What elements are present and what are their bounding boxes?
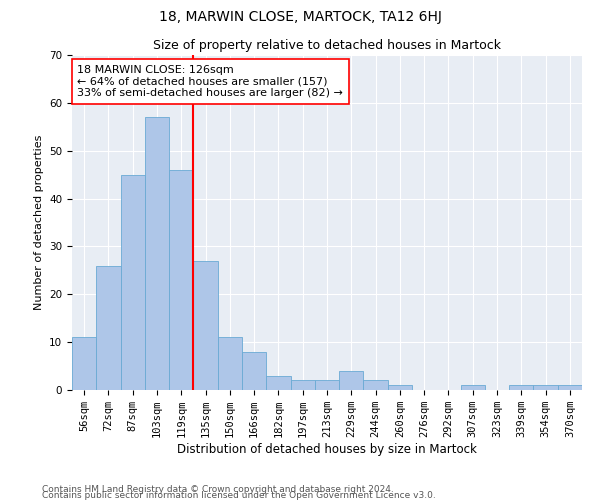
Bar bbox=[533, 385, 558, 390]
X-axis label: Distribution of detached houses by size in Martock: Distribution of detached houses by size … bbox=[177, 443, 477, 456]
Title: Size of property relative to detached houses in Martock: Size of property relative to detached ho… bbox=[153, 40, 501, 52]
Text: 18 MARWIN CLOSE: 126sqm
← 64% of detached houses are smaller (157)
33% of semi-d: 18 MARWIN CLOSE: 126sqm ← 64% of detache… bbox=[77, 65, 343, 98]
Bar bbox=[266, 376, 290, 390]
Bar bbox=[388, 385, 412, 390]
Bar bbox=[242, 352, 266, 390]
Bar bbox=[169, 170, 193, 390]
Text: Contains HM Land Registry data © Crown copyright and database right 2024.: Contains HM Land Registry data © Crown c… bbox=[42, 484, 394, 494]
Bar bbox=[145, 117, 169, 390]
Bar bbox=[96, 266, 121, 390]
Bar bbox=[509, 385, 533, 390]
Text: 18, MARWIN CLOSE, MARTOCK, TA12 6HJ: 18, MARWIN CLOSE, MARTOCK, TA12 6HJ bbox=[158, 10, 442, 24]
Bar bbox=[193, 261, 218, 390]
Bar bbox=[315, 380, 339, 390]
Bar bbox=[364, 380, 388, 390]
Bar bbox=[218, 338, 242, 390]
Bar bbox=[339, 371, 364, 390]
Bar bbox=[121, 174, 145, 390]
Bar bbox=[290, 380, 315, 390]
Text: Contains public sector information licensed under the Open Government Licence v3: Contains public sector information licen… bbox=[42, 490, 436, 500]
Bar bbox=[461, 385, 485, 390]
Bar bbox=[558, 385, 582, 390]
Y-axis label: Number of detached properties: Number of detached properties bbox=[34, 135, 44, 310]
Bar bbox=[72, 338, 96, 390]
